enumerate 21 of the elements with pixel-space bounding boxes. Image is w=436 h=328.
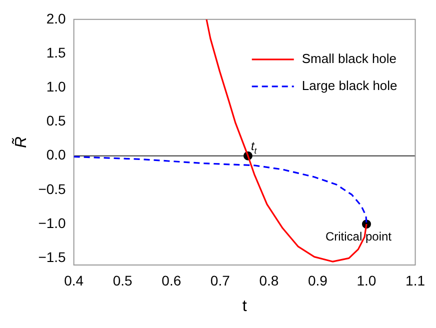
x-axis-title: t [242,298,248,315]
legend-label: Small black hole [302,50,397,66]
y-tick-label: −0.5 [38,180,66,197]
y-axis-title: R̃ [11,136,30,148]
x-tick-label: 0.5 [112,272,133,288]
x-tick-label: 0.9 [308,272,328,288]
y-tick-label: 1.0 [46,78,66,94]
x-tick-label: 1.0 [356,272,376,288]
y-tick-label: 2.0 [46,10,66,26]
y-tick-label: −1.0 [38,214,66,231]
y-tick-label: −1.5 [38,249,66,266]
legend-label: Large black hole [302,78,398,93]
x-tick-label: 0.6 [162,272,182,288]
x-tick-label: 0.4 [64,272,84,288]
x-tick-label: 0.7 [210,272,230,288]
annotation: Critical point [325,229,392,244]
y-tick-label: 0.0 [46,146,66,163]
y-tick-label: 1.5 [46,44,66,60]
x-tick-label: 0.8 [259,272,279,288]
y-tick-label: 0.5 [46,112,66,129]
x-tick-label: 1.1 [406,272,426,288]
